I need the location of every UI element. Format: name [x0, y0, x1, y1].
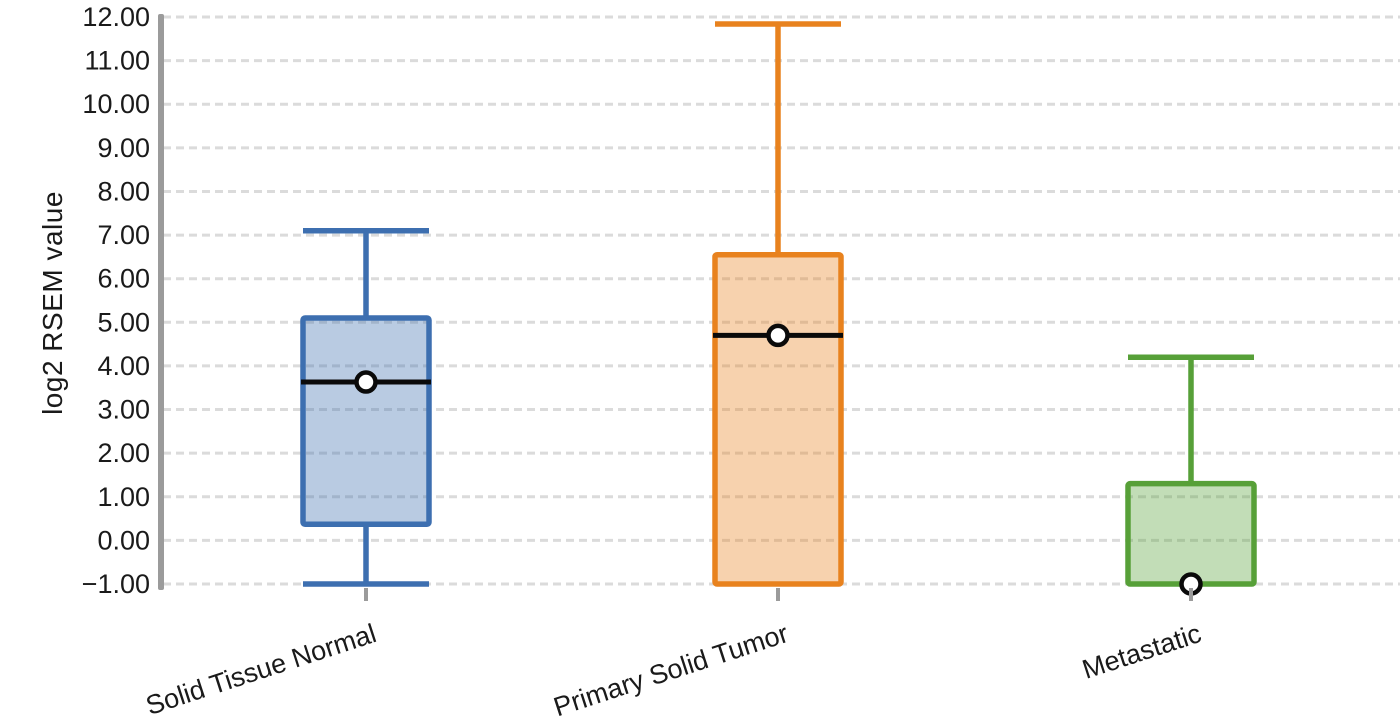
- y-tick-label: −1.00: [82, 569, 150, 599]
- category-label-primary-solid-tumor: Primary Solid Tumor: [550, 618, 792, 722]
- x-tick-mark: [776, 588, 780, 601]
- y-tick-label: 2.00: [97, 438, 150, 468]
- y-axis-bar: [158, 14, 164, 590]
- box-group-primary-solid-tumor[interactable]: [712, 21, 844, 601]
- y-tick-label: 5.00: [97, 307, 150, 337]
- y-tick-label: 8.00: [97, 176, 150, 206]
- gridlines: [163, 15, 1400, 586]
- median-dot: [766, 323, 790, 348]
- box-group-solid-tissue-normal[interactable]: [300, 227, 432, 601]
- iqr-box[interactable]: [1125, 480, 1257, 587]
- iqr-box[interactable]: [712, 251, 844, 587]
- y-tick-label: 11.00: [84, 46, 150, 76]
- category-label-metastatic: Metastatic: [1079, 618, 1205, 685]
- y-axis-title: log2 RSEM value: [37, 191, 68, 415]
- y-tick-label: 7.00: [97, 220, 150, 250]
- y-tick-label: 0.00: [97, 525, 150, 555]
- y-axis-tick-labels: 12.00 11.00 10.00 9.00 8.00 7.00 6.00 5.00 4.00 3…: [82, 2, 150, 599]
- y-tick-label: 6.00: [97, 264, 150, 294]
- y-tick-label: 10.00: [82, 89, 150, 119]
- iqr-box[interactable]: [300, 315, 432, 527]
- median-dot: [354, 370, 378, 394]
- box-group-metastatic[interactable]: [1125, 354, 1257, 601]
- y-tick-label: 1.00: [97, 482, 150, 512]
- x-tick-mark: [1189, 588, 1193, 601]
- category-label-solid-tissue-normal: Solid Tissue Normal: [142, 618, 380, 721]
- y-tick-label: 9.00: [97, 133, 150, 163]
- y-tick-label: 12.00: [82, 2, 150, 32]
- x-axis-category-labels: Solid Tissue Normal Primary Solid Tumor Me…: [142, 618, 1205, 722]
- x-tick-mark: [364, 588, 368, 601]
- y-tick-label: 4.00: [97, 351, 150, 381]
- y-tick-label: 3.00: [97, 395, 150, 425]
